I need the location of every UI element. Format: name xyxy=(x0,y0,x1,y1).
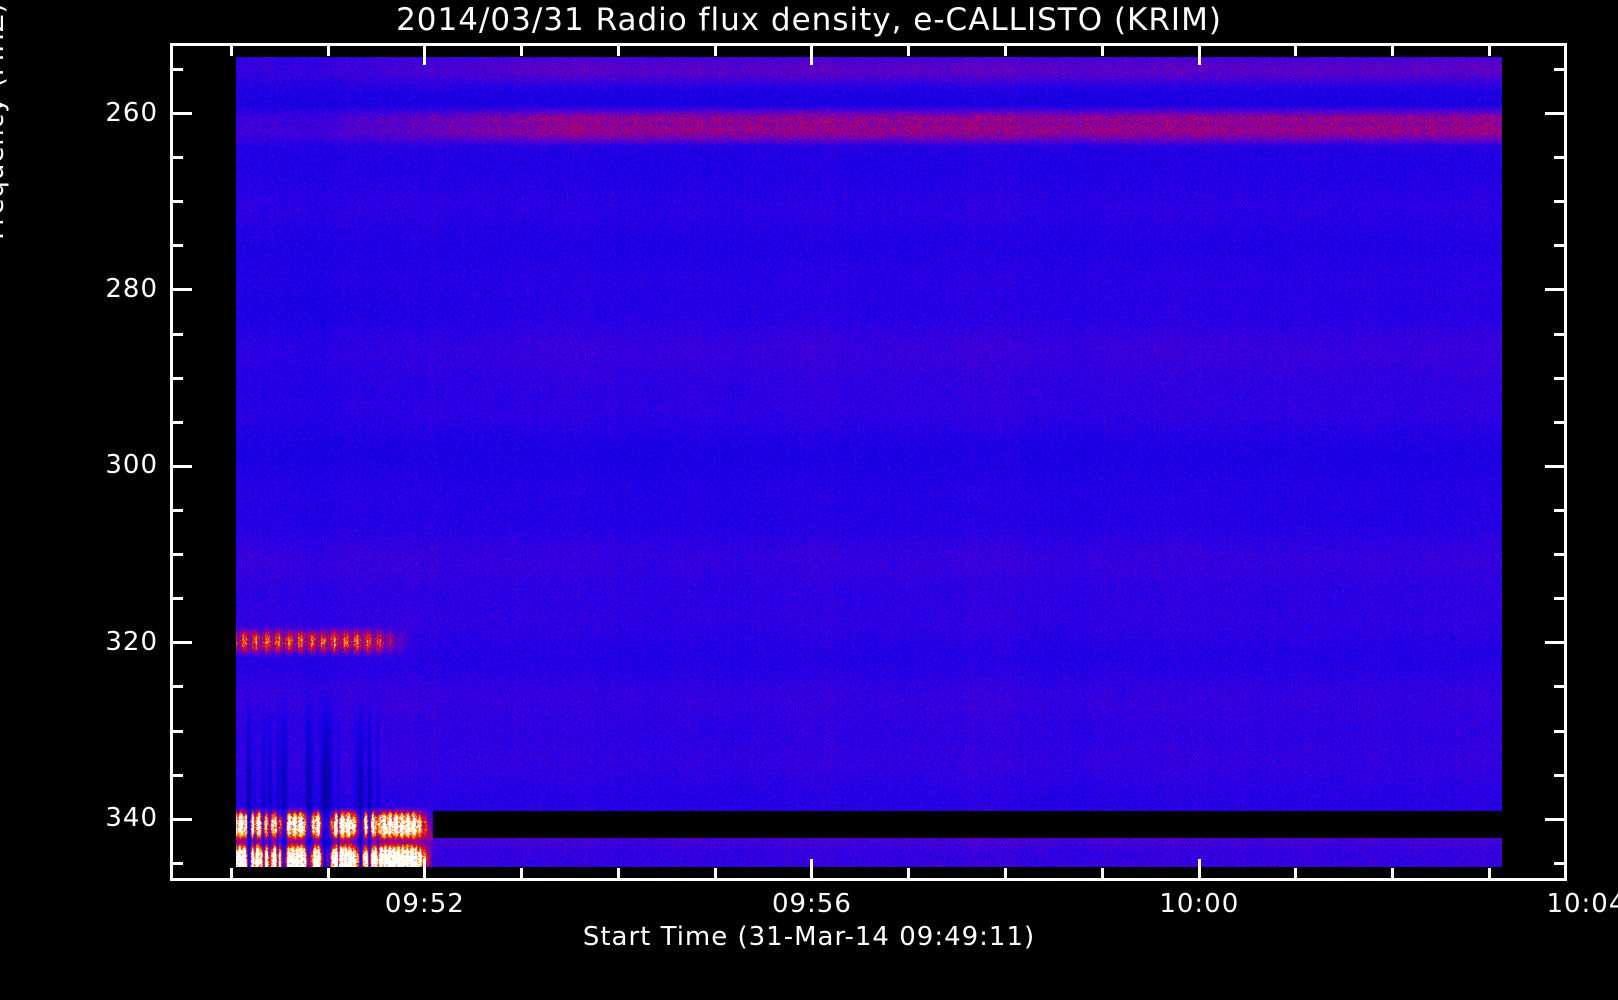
x-tick-minor-top xyxy=(907,43,911,56)
y-tick-right-300 xyxy=(1545,464,1567,468)
x-tick-major-top xyxy=(1197,43,1201,65)
x-tick-minor-top xyxy=(1294,43,1298,56)
y-tick-right-330 xyxy=(1554,729,1567,733)
y-tick-right-315 xyxy=(1554,597,1567,601)
y-tick-minor-290 xyxy=(170,376,183,380)
y-tick-minor-265 xyxy=(170,156,183,160)
y-tick-label-280: 280 xyxy=(105,273,158,304)
y-tick-right-295 xyxy=(1554,420,1567,424)
y-tick-right-265 xyxy=(1554,156,1567,160)
x-tick-minor-bottom xyxy=(1003,868,1007,881)
y-tick-major-300 xyxy=(170,464,192,468)
y-tick-right-310 xyxy=(1554,553,1567,557)
x-tick-major-bottom xyxy=(423,859,427,881)
x-tick-minor-bottom xyxy=(229,868,233,881)
y-tick-minor-285 xyxy=(170,332,183,336)
spectrogram-image xyxy=(236,57,1502,867)
y-tick-minor-330 xyxy=(170,729,183,733)
x-tick-minor-bottom xyxy=(907,868,911,881)
y-tick-right-290 xyxy=(1554,376,1567,380)
x-tick-minor-top xyxy=(1487,43,1491,56)
x-tick-minor-top xyxy=(1100,43,1104,56)
y-tick-right-270 xyxy=(1554,200,1567,204)
x-tick-minor-bottom xyxy=(520,868,524,881)
y-tick-major-340 xyxy=(170,817,192,821)
y-tick-right-280 xyxy=(1545,288,1567,292)
x-tick-minor-bottom xyxy=(1294,868,1298,881)
x-tick-minor-top xyxy=(1391,43,1395,56)
y-tick-minor-275 xyxy=(170,244,183,248)
x-tick-minor-top xyxy=(616,43,620,56)
y-tick-right-345 xyxy=(1554,861,1567,865)
y-tick-minor-270 xyxy=(170,200,183,204)
x-tick-major-top xyxy=(810,43,814,65)
x-tick-minor-bottom xyxy=(1487,868,1491,881)
y-tick-major-260 xyxy=(170,112,192,116)
y-tick-right-325 xyxy=(1554,685,1567,689)
y-tick-right-260 xyxy=(1545,112,1567,116)
y-tick-major-320 xyxy=(170,641,192,645)
y-tick-right-275 xyxy=(1554,244,1567,248)
y-tick-right-320 xyxy=(1545,641,1567,645)
x-tick-minor-top xyxy=(229,43,233,56)
x-tick-major-bottom xyxy=(1197,859,1201,881)
x-tick-label-10-00: 10:00 xyxy=(1159,889,1240,919)
x-tick-label-10-04: 10:04 xyxy=(1546,889,1618,919)
x-axis-title: Start Time (31-Mar-14 09:49:11) xyxy=(582,922,1036,952)
y-tick-minor-305 xyxy=(170,509,183,513)
y-tick-minor-310 xyxy=(170,553,183,557)
x-tick-major-top xyxy=(423,43,427,65)
y-tick-minor-345 xyxy=(170,861,183,865)
page-title: 2014/03/31 Radio flux density, e-CALLIST… xyxy=(396,2,1222,38)
y-tick-right-255 xyxy=(1554,67,1567,71)
y-tick-minor-335 xyxy=(170,773,183,777)
y-tick-label-320: 320 xyxy=(105,626,158,657)
spectrogram-canvas xyxy=(236,57,1502,867)
x-tick-minor-bottom xyxy=(1100,868,1104,881)
y-tick-minor-315 xyxy=(170,597,183,601)
x-tick-minor-bottom xyxy=(616,868,620,881)
x-tick-minor-bottom xyxy=(713,868,717,881)
y-tick-minor-295 xyxy=(170,420,183,424)
y-tick-minor-255 xyxy=(170,67,183,71)
y-tick-label-300: 300 xyxy=(105,450,158,481)
x-tick-minor-top xyxy=(520,43,524,56)
y-tick-label-340: 340 xyxy=(105,803,158,834)
x-tick-major-bottom xyxy=(810,859,814,881)
y-tick-right-340 xyxy=(1545,817,1567,821)
x-tick-minor-top xyxy=(326,43,330,56)
x-tick-minor-bottom xyxy=(1391,868,1395,881)
x-tick-label-09-52: 09:52 xyxy=(384,889,465,919)
x-tick-minor-bottom xyxy=(326,868,330,881)
x-tick-minor-top xyxy=(1003,43,1007,56)
y-axis-title: Frequency (MHZ) xyxy=(0,2,10,240)
y-tick-right-285 xyxy=(1554,332,1567,336)
y-tick-right-335 xyxy=(1554,773,1567,777)
x-tick-label-09-56: 09:56 xyxy=(771,889,852,919)
x-tick-minor-top xyxy=(713,43,717,56)
y-tick-label-260: 260 xyxy=(105,97,158,128)
y-tick-minor-325 xyxy=(170,685,183,689)
y-tick-right-305 xyxy=(1554,509,1567,513)
y-tick-major-280 xyxy=(170,288,192,292)
